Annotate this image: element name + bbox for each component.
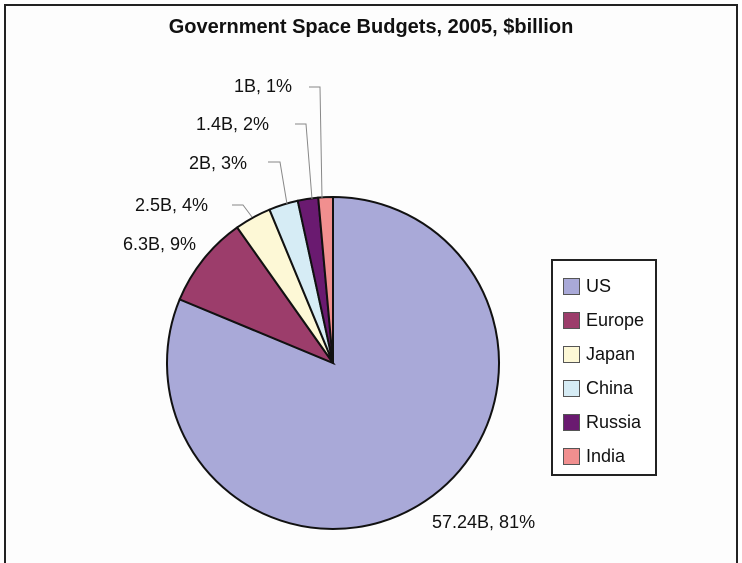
legend-swatch-europe	[563, 311, 580, 329]
leader-line-china	[268, 161, 288, 205]
legend-swatch-japan	[563, 345, 580, 363]
legend: US Europe Japan China Russia India	[551, 259, 657, 476]
data-label-india: 1B, 1%	[234, 76, 292, 96]
legend-swatch-india	[563, 447, 580, 465]
leader-line-india	[309, 86, 323, 199]
data-label-china: 2B, 3%	[189, 153, 247, 173]
pie-slice-europe	[178, 226, 336, 366]
chart-title: Government Space Budgets, 2005, $billion	[168, 16, 574, 38]
legend-item-china: China	[563, 371, 655, 405]
legend-item-russia: Russia	[563, 405, 655, 439]
legend-label: China	[586, 377, 634, 398]
pie-slice-us	[166, 195, 500, 530]
legend-item-japan: Japan	[563, 337, 655, 371]
leader-line-japan	[232, 204, 253, 218]
leader-line-russia	[295, 123, 313, 200]
legend-label: Europe	[586, 309, 645, 330]
data-label-europe: 6.3B, 9%	[123, 234, 196, 254]
data-label-japan: 2.5B, 4%	[135, 195, 208, 215]
legend-swatch-china	[563, 379, 580, 397]
pie-slice-india	[317, 195, 334, 364]
legend-label: India	[586, 445, 626, 466]
legend-label: Russia	[586, 411, 642, 432]
legend-item-india: India	[563, 439, 655, 473]
legend-swatch-russia	[563, 413, 580, 431]
legend-item-us: US	[563, 269, 655, 303]
legend-item-europe: Europe	[563, 303, 655, 337]
data-label-us: 57.24B, 81%	[432, 512, 535, 532]
legend-swatch-us	[563, 277, 580, 295]
legend-label: US	[586, 275, 612, 296]
data-label-russia: 1.4B, 2%	[196, 114, 269, 134]
legend-label: Japan	[586, 343, 636, 364]
